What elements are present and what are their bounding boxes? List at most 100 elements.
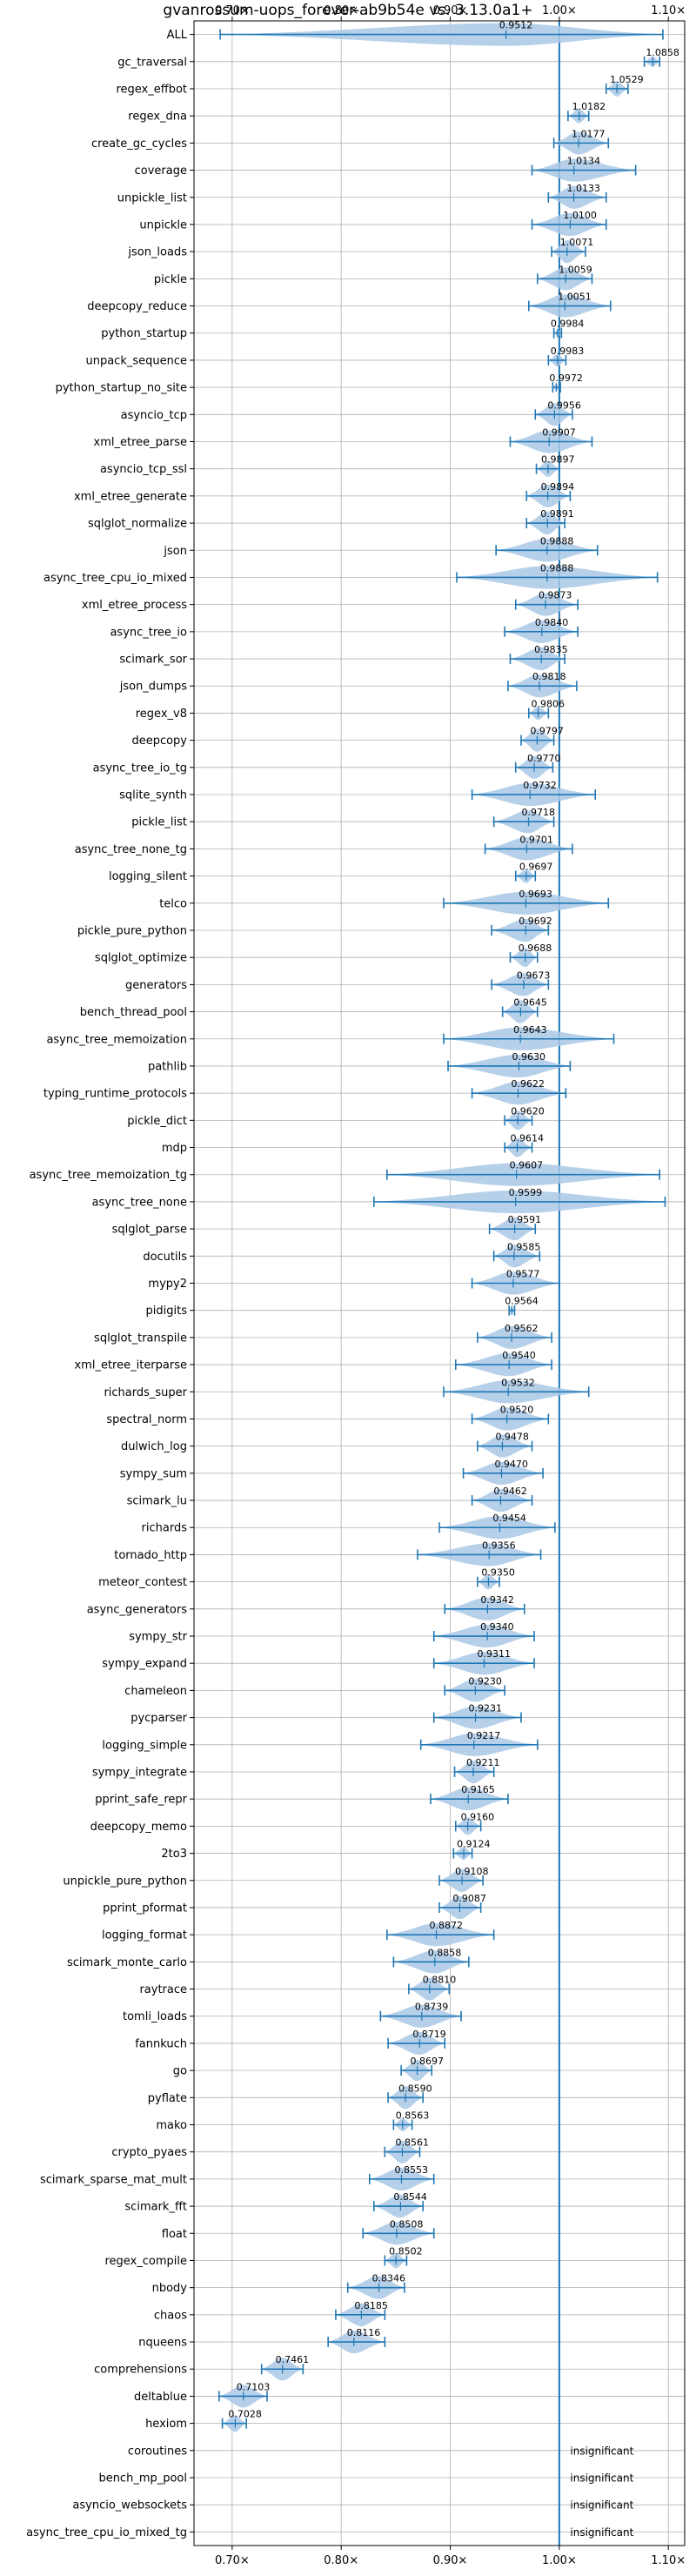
benchmark-label: richards_super <box>104 1386 187 1399</box>
benchmark-label: create_gc_cycles <box>91 138 187 151</box>
benchmark-label: async_tree_memoization <box>46 1033 187 1046</box>
value-label: 0.9607 <box>510 1160 544 1171</box>
value-label: 0.9894 <box>541 481 575 493</box>
value-label: 0.8739 <box>415 2002 448 2013</box>
x-tick-label-top: 1.00× <box>542 4 577 17</box>
value-label: 0.9818 <box>532 671 566 682</box>
benchmark-label: regex_compile <box>104 2255 187 2268</box>
benchmark-label: async_generators <box>87 1603 188 1616</box>
benchmark-label: sqlglot_optimize <box>95 952 187 965</box>
value-label: 0.9311 <box>478 1648 512 1660</box>
benchmark-label: typing_runtime_protocols <box>44 1088 187 1101</box>
value-label: 0.9585 <box>507 1241 541 1252</box>
benchmark-label: async_tree_none_tg <box>75 843 187 856</box>
value-label: 0.9087 <box>452 1893 486 1904</box>
value-label: 0.9732 <box>523 780 557 791</box>
benchmark-label: deltablue <box>134 2391 187 2404</box>
benchmark-label: unpickle_pure_python <box>63 1875 187 1888</box>
grid-layer <box>194 21 685 2546</box>
value-label: 0.9718 <box>522 807 556 818</box>
benchmark-label: generators <box>125 979 187 992</box>
x-tick-label-top: 0.70× <box>215 4 250 17</box>
value-label: 0.9806 <box>532 698 566 709</box>
value-label: 0.9577 <box>506 1269 540 1280</box>
value-label: 0.8719 <box>412 2029 446 2040</box>
benchmark-label: logging_silent <box>109 870 187 883</box>
value-label: 0.9897 <box>541 454 575 466</box>
value-label: 1.0529 <box>610 74 644 85</box>
benchmark-label: sqlite_synth <box>119 789 187 802</box>
x-tick-label-top: 0.90× <box>433 4 468 17</box>
benchmark-label: pycparser <box>130 1712 187 1725</box>
value-label: 0.9692 <box>519 916 552 927</box>
benchmark-label: logging_simple <box>102 1739 187 1752</box>
benchmark-label: sympy_str <box>129 1631 187 1644</box>
value-label: 1.0177 <box>572 128 606 139</box>
benchmark-label: python_startup_no_site <box>56 382 187 395</box>
benchmark-label: raytrace <box>139 1983 187 1996</box>
value-label: 0.9520 <box>500 1404 534 1415</box>
value-label: 0.9840 <box>535 617 569 628</box>
value-label: 0.9797 <box>530 726 564 737</box>
benchmark-label: xml_etree_process <box>82 599 187 612</box>
value-label: 0.7461 <box>276 2354 310 2365</box>
chart-title: gvanrossum-uops_forever-ab9b54e vs. 3.13… <box>163 2 533 19</box>
value-label: 0.9512 <box>499 20 533 31</box>
value-label: 0.8553 <box>395 2164 429 2176</box>
x-tick-label-top: 1.10× <box>651 4 686 17</box>
value-label: 0.9562 <box>505 1323 539 1334</box>
value-label: 1.0059 <box>559 264 592 275</box>
benchmark-label: bench_mp_pool <box>98 2472 187 2485</box>
benchmark-label: tomli_loads <box>123 2010 187 2023</box>
insignificant-label: insignificant <box>570 2499 633 2512</box>
benchmark-label: crypto_pyaes <box>111 2146 187 2159</box>
benchmark-label: coroutines <box>128 2445 187 2458</box>
benchmark-label: go <box>173 2065 187 2078</box>
benchmark-label: 2to3 <box>161 1848 187 1861</box>
benchmark-label: docutils <box>143 1251 187 1264</box>
value-label: 0.9956 <box>547 399 581 411</box>
benchmark-label: gc_traversal <box>117 56 187 69</box>
insignificant-label: insignificant <box>570 2472 633 2485</box>
insignificant-label: insignificant <box>570 2445 633 2457</box>
benchmark-label: regex_dna <box>128 111 187 124</box>
benchmark-label: mypy2 <box>148 1278 187 1291</box>
value-label: 0.9217 <box>467 1730 501 1741</box>
x-tick-label-top: 0.80× <box>324 4 358 17</box>
benchmark-label: pidigits <box>146 1305 188 1318</box>
value-label: 0.9907 <box>542 427 576 439</box>
x-tick-label-bottom: 0.90× <box>433 2554 468 2567</box>
value-label: 0.9462 <box>493 1486 527 1497</box>
value-label: 0.7028 <box>228 2409 262 2420</box>
benchmark-label: sqlglot_transpile <box>94 1332 187 1345</box>
benchmark-label: float <box>162 2228 187 2241</box>
benchmark-label: pickle_dict <box>127 1115 187 1128</box>
x-tick-label-bottom: 1.10× <box>651 2554 686 2567</box>
benchmark-label: pickle_pure_python <box>77 924 187 937</box>
value-label: 0.8563 <box>396 2110 430 2122</box>
benchmark-label: sqlglot_parse <box>112 1224 187 1237</box>
value-label: 0.9564 <box>505 1296 539 1307</box>
value-label: 1.0133 <box>567 183 601 194</box>
benchmark-label: nbody <box>152 2282 188 2295</box>
benchmark-label: regex_v8 <box>136 708 187 721</box>
benchmark-label: xml_etree_parse <box>94 436 187 449</box>
value-label: 0.8502 <box>389 2245 423 2257</box>
value-label: 0.8872 <box>429 1920 463 1931</box>
benchmark-label: unpack_sequence <box>85 354 187 367</box>
value-label: 0.9645 <box>513 997 547 1009</box>
value-label: 0.8810 <box>423 1975 456 1986</box>
benchmark-label: mako <box>156 2119 187 2132</box>
value-label: 0.9701 <box>519 834 553 845</box>
benchmark-label: sympy_sum <box>120 1467 187 1480</box>
value-label: 1.0071 <box>560 237 594 248</box>
value-label: 0.9231 <box>468 1703 502 1714</box>
benchmark-label: nqueens <box>138 2337 187 2350</box>
value-label: 0.9643 <box>513 1024 547 1036</box>
benchmark-label: pickle_list <box>131 816 187 829</box>
value-label: 0.9540 <box>502 1350 536 1361</box>
violin-layer: 0.9512 1.0858 1.0529 1.0182 1.0177 1.0134 1.01… <box>218 20 679 2539</box>
benchmark-label: ALL <box>167 29 188 42</box>
value-label: 0.9211 <box>466 1757 500 1768</box>
